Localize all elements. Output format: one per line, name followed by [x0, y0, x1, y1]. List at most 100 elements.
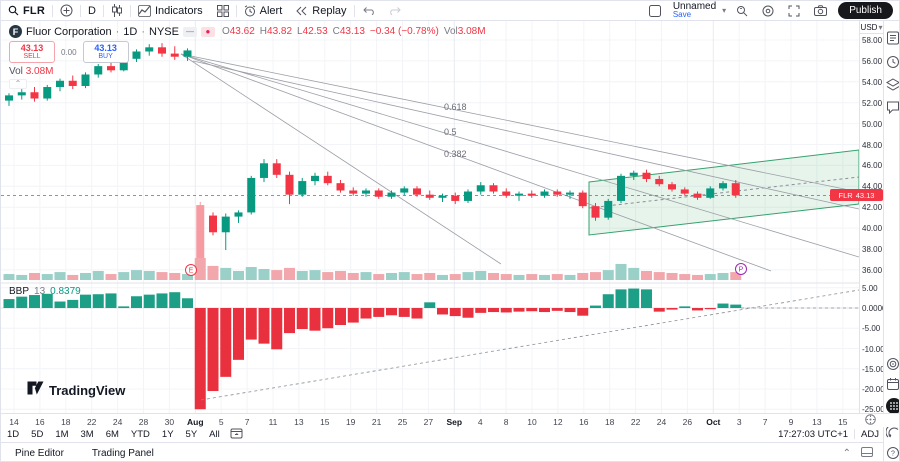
- legend-collapse-button[interactable]: ⌃: [9, 79, 27, 89]
- interval-button[interactable]: D: [81, 1, 103, 20]
- select-layout-icon[interactable]: [642, 4, 668, 17]
- indicators-label: Indicators: [154, 4, 203, 17]
- publish-button[interactable]: Publish: [838, 2, 893, 19]
- parallel-channel-drawing[interactable]: [588, 149, 859, 236]
- time-label: 24: [112, 417, 123, 427]
- time-label: 16: [579, 417, 589, 427]
- ohlc-values: O43.62 H43.82 L42.53 C43.13 −0.34 (−0.78…: [221, 26, 486, 37]
- legend-interval[interactable]: 1D: [123, 25, 138, 38]
- layout-menu[interactable]: Unnamed Save ▾: [668, 0, 729, 19]
- buy-button[interactable]: 43.13 BUY: [82, 41, 129, 63]
- grid-layout-button[interactable]: [210, 1, 236, 20]
- range-button-1d[interactable]: 1D: [7, 428, 20, 440]
- redo-button[interactable]: [382, 1, 409, 20]
- compare-button[interactable]: [53, 1, 80, 20]
- fib-level-label: 0.382: [444, 149, 467, 159]
- range-button-1y[interactable]: 1Y: [161, 428, 174, 440]
- status-bar: Pine Editor Trading Panel ⌃: [1, 442, 883, 461]
- indicator-scale-label: -15.00: [862, 364, 885, 374]
- time-label: 9: [788, 417, 794, 427]
- bbp-trendline[interactable]: [200, 289, 859, 401]
- flag-symbol-icon[interactable]: ●: [200, 26, 215, 37]
- session-clock[interactable]: 17:27:03 UTC+1: [778, 428, 849, 440]
- fullscreen-button[interactable]: [781, 5, 807, 17]
- fib-level-label: 0.618: [444, 102, 467, 112]
- time-label: 13: [294, 417, 304, 427]
- bbp-indicator-legend[interactable]: BBP 13 0.8379: [9, 286, 81, 297]
- legend-minimize-chip[interactable]: —: [182, 26, 197, 37]
- collapse-panel-icon[interactable]: ⌃: [842, 447, 851, 459]
- range-button-all[interactable]: All: [209, 428, 220, 440]
- help-icon[interactable]: ?: [886, 446, 899, 460]
- range-button-3m[interactable]: 3M: [80, 428, 94, 440]
- time-label: Oct: [706, 417, 721, 427]
- fib-level-label: 0.5: [444, 127, 457, 137]
- alert-button[interactable]: Alert: [237, 1, 290, 20]
- event-marker-label: E: [189, 268, 194, 275]
- pine-editor-tab[interactable]: Pine Editor: [15, 447, 64, 459]
- undo-button[interactable]: [355, 1, 382, 20]
- time-label: 4: [477, 417, 483, 427]
- go-to-date-icon[interactable]: [230, 427, 243, 442]
- time-label: 8: [503, 417, 509, 427]
- price-chart-svg[interactable]: 0.618 0.5 0.382 E P: [1, 21, 859, 413]
- range-button-5d[interactable]: 5D: [31, 428, 44, 440]
- panel-layout-icon[interactable]: [861, 446, 873, 460]
- adjusted-data-toggle[interactable]: ADJ: [861, 428, 879, 440]
- range-button-6m[interactable]: 6M: [105, 428, 119, 440]
- price-axis[interactable]: USD ▾ FLR 43.13 58.00 56.00 54.00 52.00 50.00 4…: [830, 21, 886, 414]
- time-label: 24: [656, 417, 667, 427]
- time-axis[interactable]: 14 16 18 22 24 28 30 Aug 5 7 11 13 15 19 21 25 27 Sep 4 8 10…: [1, 413, 859, 427]
- time-label: 30: [164, 417, 175, 427]
- price-label: 56.00: [862, 56, 883, 66]
- chart-legend: F Fluor Corporation · 1D · NYSE — ● O43.…: [9, 25, 486, 89]
- symbol-search-button[interactable]: FLR: [1, 1, 52, 20]
- replay-button[interactable]: Replay: [289, 1, 353, 20]
- chat-icon[interactable]: [886, 100, 899, 114]
- redo-icon: [389, 6, 402, 15]
- range-button-1m[interactable]: 1M: [55, 428, 69, 440]
- sell-button[interactable]: 43.13 SELL: [9, 41, 55, 63]
- chart-canvas[interactable]: 0.618 0.5 0.382 E P F Fluor Corporation · 1D…: [1, 21, 859, 413]
- range-button-ytd[interactable]: YTD: [130, 428, 150, 440]
- save-layout-link[interactable]: Save: [672, 9, 692, 19]
- time-label: Sep: [446, 417, 463, 427]
- alerts-clock-icon[interactable]: [886, 55, 899, 69]
- screener-target-button[interactable]: [755, 5, 781, 17]
- symbol-search-value: FLR: [23, 4, 45, 17]
- scale-settings-icon[interactable]: [865, 412, 876, 430]
- time-label: 27: [423, 417, 434, 427]
- spread-value: 0.00: [61, 47, 77, 57]
- layout-name: Unnamed: [672, 0, 717, 12]
- scale-settings-corner[interactable]: [859, 412, 899, 430]
- watchlist-icon[interactable]: [886, 31, 899, 45]
- hotlists-target-icon[interactable]: [886, 357, 899, 371]
- grid-layout-icon: [216, 4, 229, 17]
- currency-selector[interactable]: USD ▾: [860, 21, 883, 34]
- snapshot-camera-button[interactable]: [807, 5, 834, 16]
- quick-search-button[interactable]: [729, 5, 755, 17]
- price-label: 52.00: [862, 98, 883, 108]
- plus-icon: [60, 4, 73, 17]
- indicators-button[interactable]: Indicators: [131, 1, 210, 20]
- object-tree-icon[interactable]: [886, 78, 899, 92]
- trading-panel-tab[interactable]: Trading Panel: [91, 447, 154, 459]
- alarm-clock-icon: [244, 4, 256, 17]
- time-label: 26: [682, 417, 693, 427]
- bbp-histogram-group: [1, 288, 859, 410]
- apps-grid-icon[interactable]: [886, 398, 899, 414]
- symbol-title[interactable]: Fluor Corporation: [26, 25, 112, 38]
- calendar-icon[interactable]: [886, 377, 899, 391]
- search-icon: [8, 5, 19, 16]
- range-button-5y[interactable]: 5Y: [185, 428, 198, 440]
- legend-exchange[interactable]: NYSE: [149, 25, 179, 38]
- chart-style-button[interactable]: [104, 1, 130, 20]
- fib-fan-drawing[interactable]: 0.618 0.5 0.382: [180, 53, 859, 272]
- undo-icon: [362, 6, 375, 15]
- streams-broadcast-icon[interactable]: [886, 425, 899, 439]
- time-label: 12: [553, 417, 563, 427]
- price-label: 44.00: [862, 182, 883, 192]
- time-label: 22: [86, 417, 97, 427]
